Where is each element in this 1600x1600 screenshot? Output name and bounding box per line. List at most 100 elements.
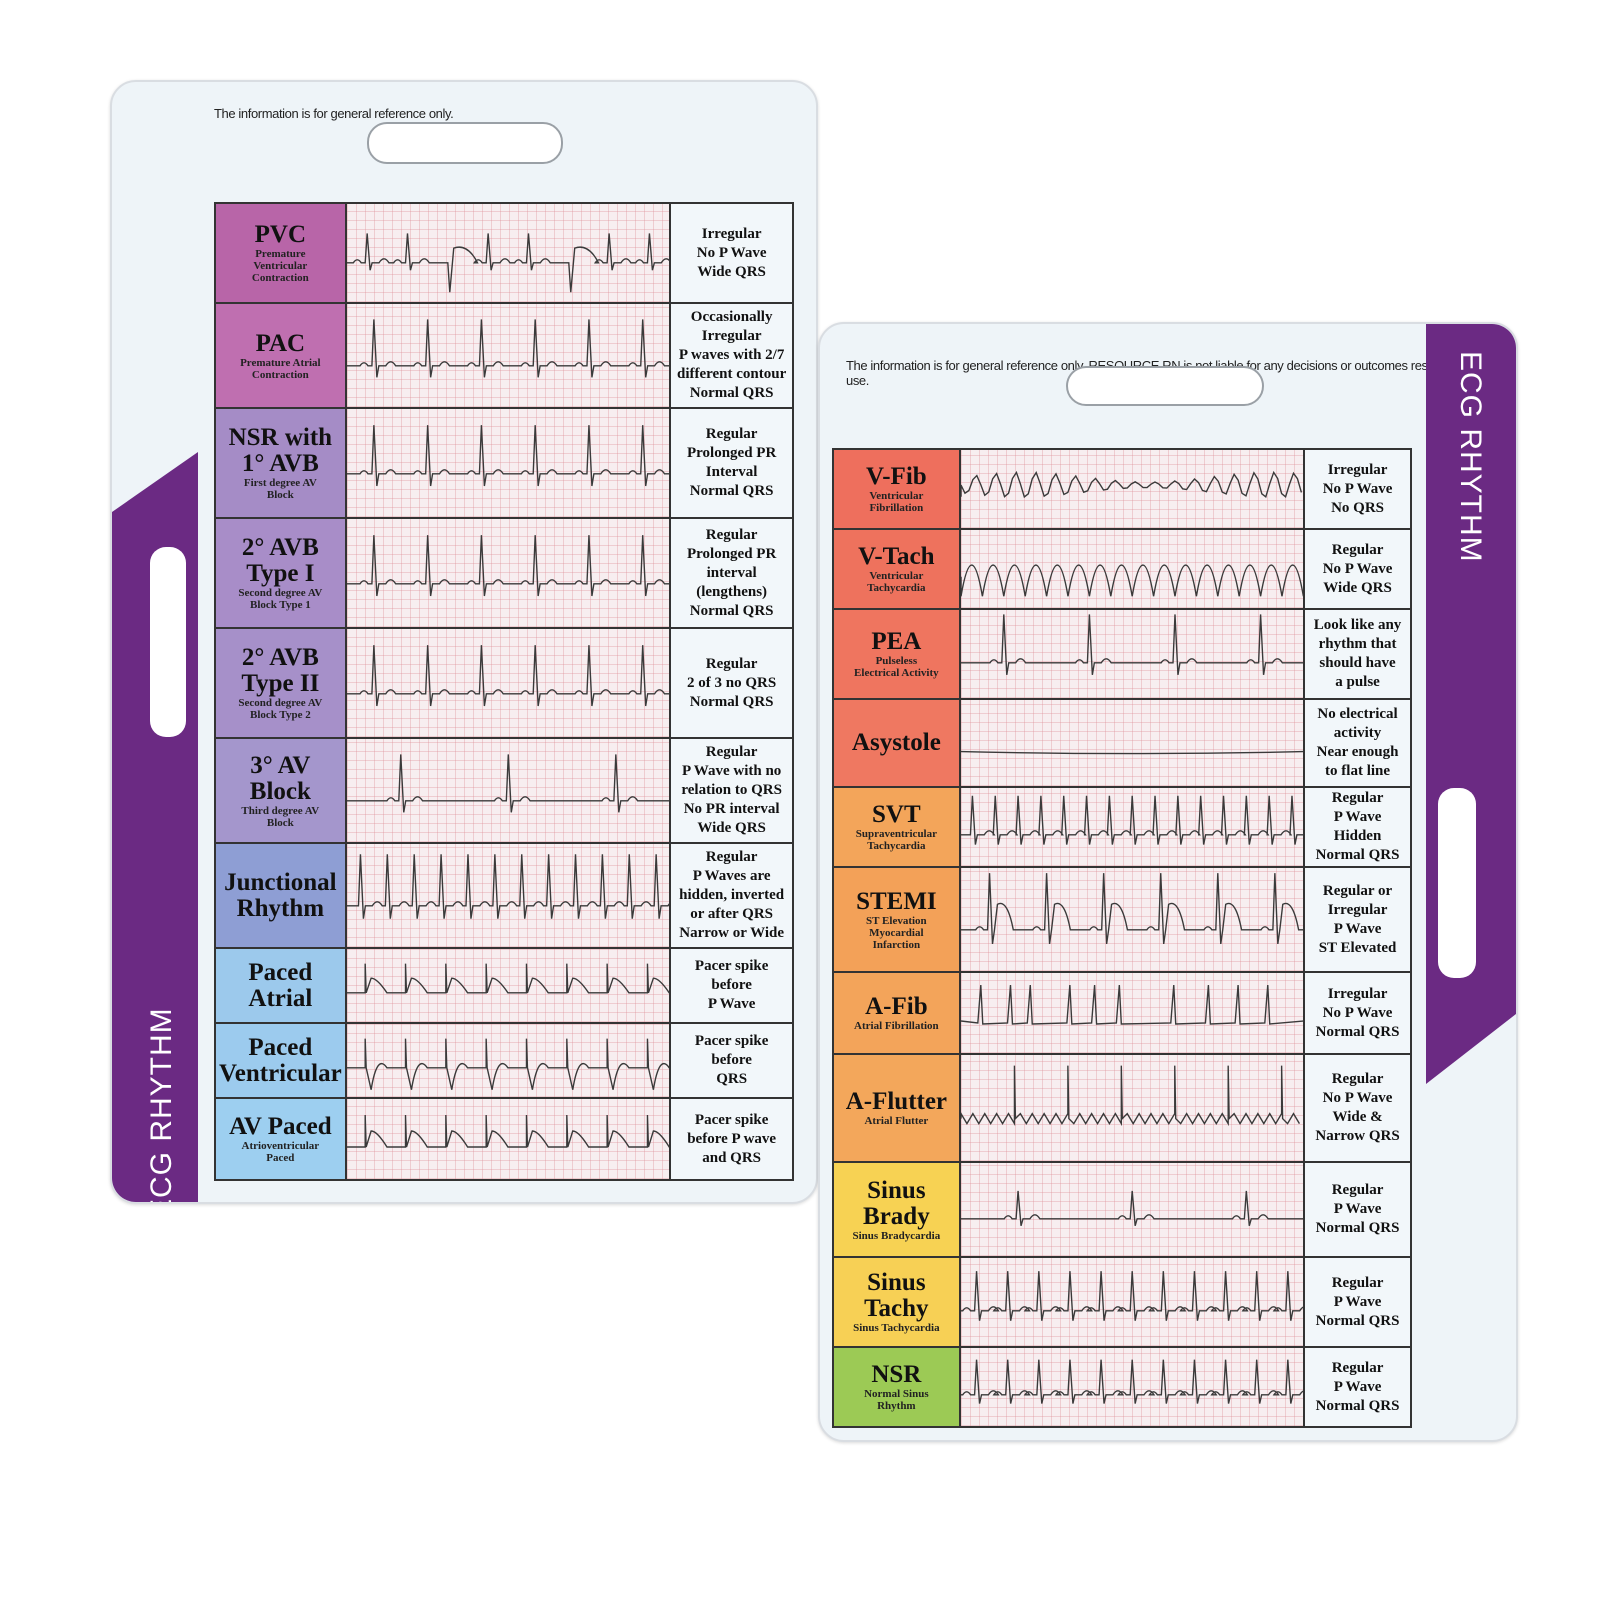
- rhythm-subtitle: Atrial Flutter: [864, 1115, 929, 1127]
- ecg-strip: [960, 610, 1304, 698]
- rhythm-label: V-Fib Ventricular Fibrillation: [834, 450, 959, 528]
- rhythm-description: Regular Prolonged PR Interval Normal QRS: [671, 409, 792, 517]
- rhythm-row: STEMI ST Elevation Myocardial Infarction…: [834, 868, 1410, 971]
- rhythm-subtitle: Second degree AV Block Type 1: [238, 587, 323, 611]
- ecg-trace: [960, 564, 1304, 597]
- rhythm-title: STEMI: [856, 887, 937, 915]
- ecg-strip: [346, 1024, 670, 1097]
- rhythm-title: Sinus Brady: [863, 1176, 930, 1230]
- ecg-trace: [346, 963, 670, 994]
- ecg-trace: [960, 1190, 1304, 1226]
- rhythm-description: Regular P Wave with no relation to QRS N…: [671, 739, 792, 842]
- ecg-trace: [960, 1065, 1300, 1127]
- ecg-strip: [346, 629, 670, 737]
- ecg-card-back: The information is for general reference…: [818, 322, 1518, 1442]
- rhythm-description: Regular or Irregular P Wave ST Elevated: [1305, 868, 1410, 971]
- rhythm-label: PAC Premature Atrial Contraction: [216, 304, 345, 407]
- rhythm-title: Asystole: [851, 729, 941, 756]
- rhythm-description: Regular P Wave Normal QRS: [1305, 1258, 1410, 1346]
- ecg-waveform: [346, 1114, 670, 1148]
- rhythm-label: AV Paced Atrioventricular Paced: [216, 1099, 345, 1179]
- rhythm-title: SVT: [872, 801, 921, 828]
- ecg-waveform: [346, 535, 670, 597]
- rhythm-label: PEA Pulseless Electrical Activity: [834, 610, 959, 698]
- rhythm-row: 2° AVB Type II Second degree AV Block Ty…: [216, 629, 792, 737]
- ecg-strip: [960, 700, 1304, 786]
- ecg-strip: [346, 739, 670, 842]
- rhythm-title: Junctional Rhythm: [224, 868, 337, 922]
- rhythm-description: Pacer spike before QRS: [671, 1024, 792, 1097]
- rhythm-label: Sinus Tachy Sinus Tachycardia: [834, 1258, 959, 1346]
- ecg-trace: [346, 1114, 670, 1148]
- rhythm-subtitle: Supraventricular Tachycardia: [855, 828, 937, 852]
- ecg-waveform: [346, 233, 670, 293]
- ecg-waveform: [960, 1359, 1304, 1404]
- ecg-strip: [960, 788, 1304, 866]
- rhythm-subtitle: Ventricular Tachycardia: [867, 570, 926, 594]
- rhythm-subtitle: Premature Atrial Contraction: [240, 356, 321, 381]
- rhythm-row: Paced Ventricular Pacer spike before QRS: [216, 1024, 792, 1097]
- rhythm-label: SVT Supraventricular Tachycardia: [834, 788, 959, 866]
- ecg-trace: [346, 645, 670, 707]
- rhythm-title: A-Flutter: [845, 1088, 948, 1115]
- rhythm-label: NSR Normal Sinus Rhythm: [834, 1348, 959, 1426]
- rhythm-row: AV Paced Atrioventricular Paced Pacer sp…: [216, 1099, 792, 1179]
- rhythm-description: Pacer spike before P Wave: [671, 949, 792, 1022]
- rhythm-label: Paced Ventricular: [216, 1024, 345, 1097]
- rhythm-description: Irregular No P Wave No QRS: [1305, 450, 1410, 528]
- rhythm-title: AV Paced: [229, 1113, 332, 1140]
- rhythm-description: Occasionally Irregular P waves with 2/7 …: [671, 304, 792, 407]
- rhythm-label: Junctional Rhythm: [216, 844, 345, 947]
- rhythm-title: Paced Ventricular: [219, 1033, 342, 1087]
- ecg-waveform: [346, 425, 670, 487]
- ecg-strip: [346, 844, 670, 947]
- ecg-waveform: [960, 1190, 1304, 1226]
- rhythm-label: NSR with 1° AVB First degree AV Block: [216, 409, 345, 517]
- ecg-trace: [346, 233, 670, 293]
- ecg-waveform: [960, 470, 1302, 499]
- ecg-waveform: [346, 1038, 670, 1090]
- rhythm-description: No electrical activity Near enough to fl…: [1305, 700, 1410, 786]
- ecg-waveform: [346, 963, 670, 994]
- rhythm-subtitle: Third degree AV Block: [241, 804, 320, 829]
- ecg-trace: [346, 425, 670, 487]
- rhythm-description: Pacer spike before P wave and QRS: [671, 1099, 792, 1179]
- rhythm-title: NSR with 1° AVB: [228, 424, 333, 477]
- lanyard-slot: [1066, 366, 1264, 406]
- ecg-trace: [960, 984, 1304, 1025]
- rhythm-title: A-Fib: [865, 993, 928, 1020]
- rhythm-title: PVC: [254, 221, 307, 248]
- ecg-strip: [346, 409, 670, 517]
- ecg-waveform: [346, 754, 670, 813]
- rhythm-row: A-Flutter Atrial Flutter Regular No P Wa…: [834, 1055, 1410, 1161]
- lanyard-slot: [367, 122, 563, 164]
- rhythm-row: PVC Premature Ventricular Contraction Ir…: [216, 204, 792, 302]
- rhythm-subtitle: Sinus Bradycardia: [852, 1229, 941, 1242]
- ecg-waveform: [346, 645, 670, 707]
- rhythm-label: 2° AVB Type II Second degree AV Block Ty…: [216, 629, 345, 737]
- rhythm-description: Regular P Wave Normal QRS: [1305, 1348, 1410, 1426]
- rhythm-subtitle: Atrial Fibrillation: [854, 1020, 939, 1032]
- ecg-trace: [346, 1038, 670, 1090]
- rhythm-row: Sinus Brady Sinus Bradycardia Regular P …: [834, 1163, 1410, 1256]
- rhythm-label: STEMI ST Elevation Myocardial Infarction: [834, 868, 959, 971]
- ecg-waveform: [960, 1065, 1300, 1127]
- rhythm-description: Irregular No P Wave Normal QRS: [1305, 973, 1410, 1053]
- ecg-trace: [346, 754, 670, 813]
- ecg-strip: [960, 530, 1304, 608]
- rhythm-description: Regular 2 of 3 no QRS Normal QRS: [671, 629, 792, 737]
- rhythm-title: 3° AV Block: [249, 751, 311, 805]
- rhythm-description: Regular P Wave Normal QRS: [1305, 1163, 1410, 1256]
- ecg-trace: [960, 795, 1304, 845]
- rhythm-row: PEA Pulseless Electrical Activity Look l…: [834, 610, 1410, 698]
- rhythm-label: V-Tach Ventricular Tachycardia: [834, 530, 959, 608]
- ecg-rhythm-label: ECG RHYTHM: [145, 1007, 178, 1204]
- ecg-waveform: [960, 873, 1304, 945]
- rhythm-label: Asystole: [834, 700, 959, 786]
- rhythm-label: 3° AV Block Third degree AV Block: [216, 739, 345, 842]
- ecg-strip: [960, 973, 1304, 1053]
- ecg-rhythm-label: ECG RHYTHM: [1454, 351, 1487, 563]
- rhythm-label: A-Fib Atrial Fibrillation: [834, 973, 959, 1053]
- rhythm-description: Regular P Wave Hidden Normal QRS: [1305, 788, 1410, 866]
- rhythm-row: Junctional Rhythm Regular P Waves are hi…: [216, 844, 792, 947]
